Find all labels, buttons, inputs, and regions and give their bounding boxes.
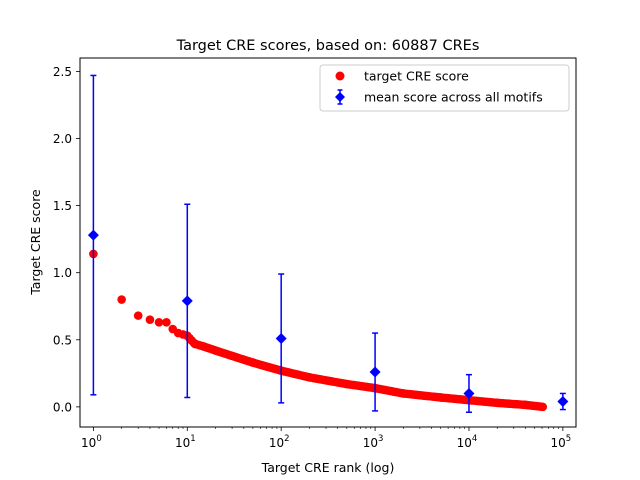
- legend-marker-target-cre-score: [335, 71, 345, 81]
- y-tick-label: 1.0: [53, 266, 72, 280]
- legend-frame: [319, 64, 570, 112]
- x-tick-label: 103: [363, 434, 384, 450]
- y-axis-label: Target CRE score: [28, 189, 43, 296]
- target-cre-score-point: [538, 402, 547, 412]
- x-tick-base: 10: [81, 436, 96, 450]
- x-tick-label: 101: [175, 434, 196, 450]
- y-tick-label: 2.0: [53, 132, 72, 146]
- x-tick-exponent: 3: [378, 434, 383, 444]
- mean-score-point: [369, 366, 381, 378]
- x-axis-ticks: 100 101 102 103 104 105: [81, 427, 571, 450]
- target-cre-score-point: [133, 311, 143, 320]
- legend-label-target-cre-score: target CRE score: [364, 69, 469, 84]
- mean-score-point: [181, 295, 193, 307]
- x-tick-base: 10: [363, 436, 378, 450]
- x-tick-base: 10: [457, 436, 472, 450]
- y-tick-label: 2.5: [53, 65, 72, 79]
- x-tick-label: 102: [269, 434, 290, 450]
- y-axis-ticks: 0.0 0.5 1.0 1.5 2.0 2.5: [53, 65, 80, 414]
- x-tick-label: 104: [457, 434, 478, 450]
- mean-score-point: [87, 229, 99, 241]
- x-tick-exponent: 2: [284, 434, 289, 444]
- mean-score-point: [463, 387, 475, 399]
- mean-score-point: [557, 396, 569, 408]
- x-tick-label: 100: [81, 434, 102, 450]
- legend: target CRE score mean score across all m…: [319, 64, 570, 112]
- y-tick-label: 0.5: [53, 333, 72, 347]
- target-cre-score-point: [117, 295, 126, 304]
- x-tick-label: 105: [551, 434, 572, 450]
- mean-score-point: [275, 332, 287, 344]
- x-tick-base: 10: [175, 436, 190, 450]
- data-marks: [87, 74, 569, 413]
- target-cre-score-point: [162, 318, 171, 327]
- x-tick-base: 10: [551, 436, 566, 450]
- x-tick-base: 10: [269, 436, 284, 450]
- y-tick-label: 0.0: [53, 400, 72, 414]
- plot-area: [79, 57, 577, 428]
- x-tick-exponent: 1: [190, 434, 195, 444]
- y-tick-label: 1.5: [53, 199, 72, 213]
- target-cre-score-point: [154, 318, 164, 327]
- x-tick-exponent: 0: [96, 434, 101, 444]
- legend-label-mean-score: mean score across all motifs: [364, 90, 543, 105]
- legend-marker-mean-score: [335, 92, 345, 102]
- x-axis-label: Target CRE rank (log): [261, 460, 395, 475]
- chart-title: Target CRE scores, based on: 60887 CREs: [176, 38, 480, 54]
- target-cre-score-point: [145, 315, 155, 324]
- x-tick-exponent: 4: [472, 434, 477, 444]
- x-tick-exponent: 5: [566, 434, 571, 444]
